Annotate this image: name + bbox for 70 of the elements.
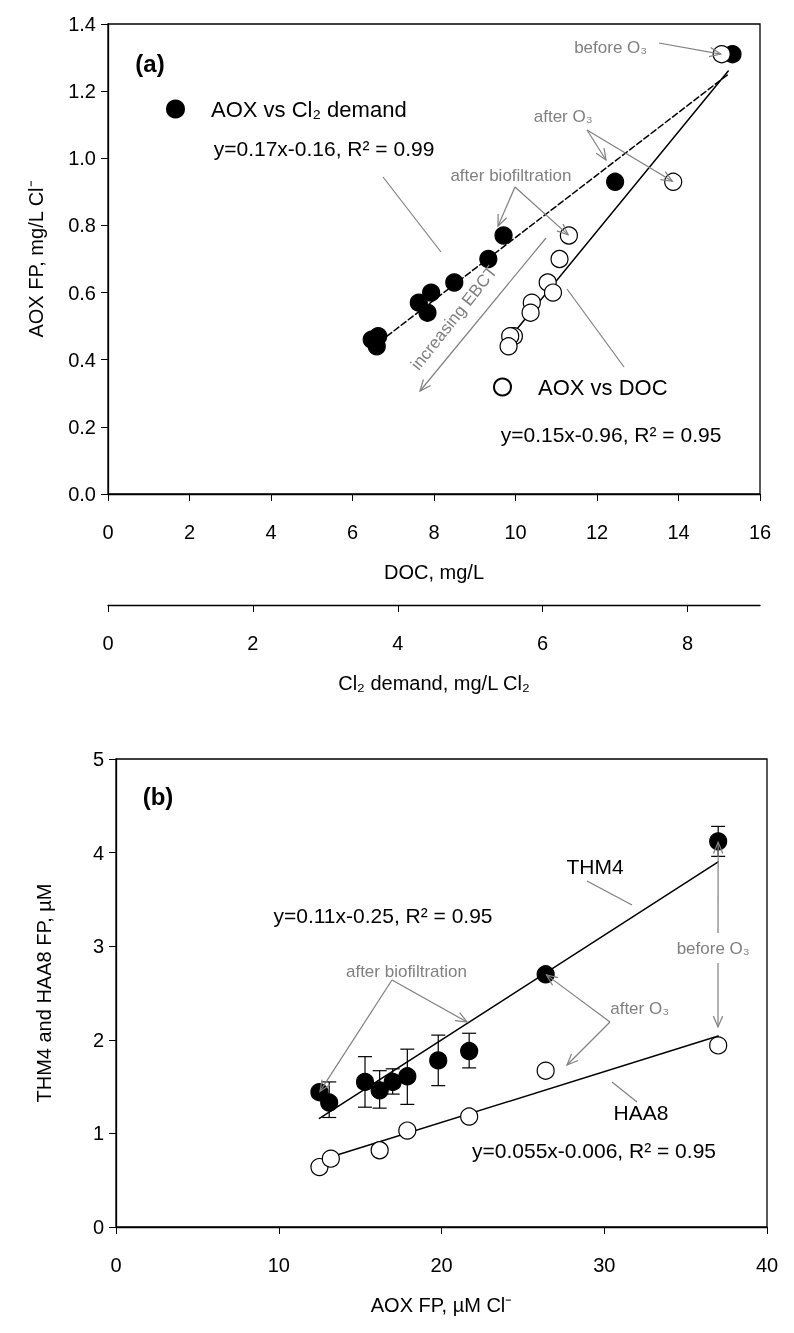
y-tick-label: 0.8 (68, 214, 96, 237)
x2-axis-title: Cl₂ demand, mg/L Cl₂ (338, 672, 530, 694)
y-tick-label: 3 (92, 935, 104, 958)
point (355, 1072, 375, 1092)
annotation: y=0.055x-0.006, R² = 0.95 (472, 1138, 716, 1162)
x-tick-label: 2 (183, 521, 196, 543)
point (383, 1072, 402, 1092)
point (370, 1081, 389, 1100)
y-tick-label: 1.2 (68, 80, 96, 103)
x-tick-label: 14 (667, 521, 690, 543)
x-axis-title: DOC, mg/L (383, 561, 485, 583)
point (460, 1107, 479, 1126)
annotation: THM4 (566, 854, 624, 878)
annotation: after O₃ (533, 107, 593, 127)
x2-tick-label: 2 (247, 632, 259, 654)
point (550, 249, 569, 269)
x-tick-label: 10 (504, 521, 527, 543)
x-tick-label: 12 (585, 521, 609, 543)
legend-label: AOX vs DOC (538, 374, 668, 400)
y-tick-label: 2 (92, 1028, 104, 1051)
point (460, 1041, 479, 1061)
y-tick-label: 0 (92, 1216, 104, 1238)
y-tick-label: 1.4 (68, 13, 96, 35)
annotation: after biofiltration (345, 961, 467, 981)
y-tick-label: 0.2 (68, 415, 96, 438)
annotation: y=0.17x-0.16, R² = 0.99 (213, 136, 435, 160)
y-tick-label: 1 (92, 1122, 104, 1145)
y-tick-label: 4 (92, 841, 104, 864)
x2-tick-label: 8 (681, 632, 694, 654)
annotation: (b) (142, 782, 174, 810)
x-tick-label: 10 (267, 1254, 290, 1276)
x-tick-label: 40 (755, 1254, 779, 1276)
y-axis-title: AOX FP, mg/L Cl⁻ (25, 180, 47, 338)
point (709, 1036, 728, 1055)
annotation: before O₃ (676, 938, 750, 958)
annotation: after O₃ (610, 998, 670, 1018)
annotation: before O₃ (574, 37, 648, 57)
x2-tick-label: 6 (537, 632, 549, 654)
x2-tick-label: 4 (392, 632, 404, 654)
point (429, 1051, 448, 1070)
annotation: HAA8 (613, 1100, 669, 1124)
y-tick-label: 0.4 (68, 348, 96, 371)
x-tick-label: 4 (265, 521, 277, 543)
x-tick-label: 6 (346, 521, 359, 543)
point (321, 1149, 340, 1168)
x-tick-label: 8 (428, 521, 440, 543)
y-tick-label: 5 (92, 748, 104, 770)
point (370, 1141, 389, 1160)
point (320, 1093, 339, 1112)
x-tick-label: 0 (110, 1254, 122, 1276)
x-tick-label: 30 (593, 1254, 616, 1276)
point (398, 1121, 417, 1140)
y-tick-label: 0.0 (68, 483, 96, 505)
annotation: after biofiltration (450, 166, 572, 185)
x-tick-label: 16 (748, 521, 772, 543)
point (310, 1158, 329, 1177)
point (521, 303, 540, 322)
point (499, 337, 518, 356)
x-tick-label: 20 (430, 1254, 453, 1276)
annotation: y=0.15x-0.96, R² = 0.95 (500, 422, 722, 446)
legend-label: AOX vs Cl₂ demand (211, 96, 407, 122)
point (398, 1067, 417, 1086)
point (536, 1061, 555, 1080)
y-axis-title: THM4 and HAA8 FP, µM (33, 883, 55, 1103)
x-axis-title: AOX FP, µM Cl⁻ (370, 1294, 513, 1316)
annotation: (a) (135, 49, 165, 77)
y-tick-label: 0.6 (68, 281, 96, 304)
annotation: y=0.11x-0.25, R² = 0.95 (273, 903, 493, 927)
y-tick-label: 1.0 (68, 147, 96, 170)
point (543, 283, 563, 302)
